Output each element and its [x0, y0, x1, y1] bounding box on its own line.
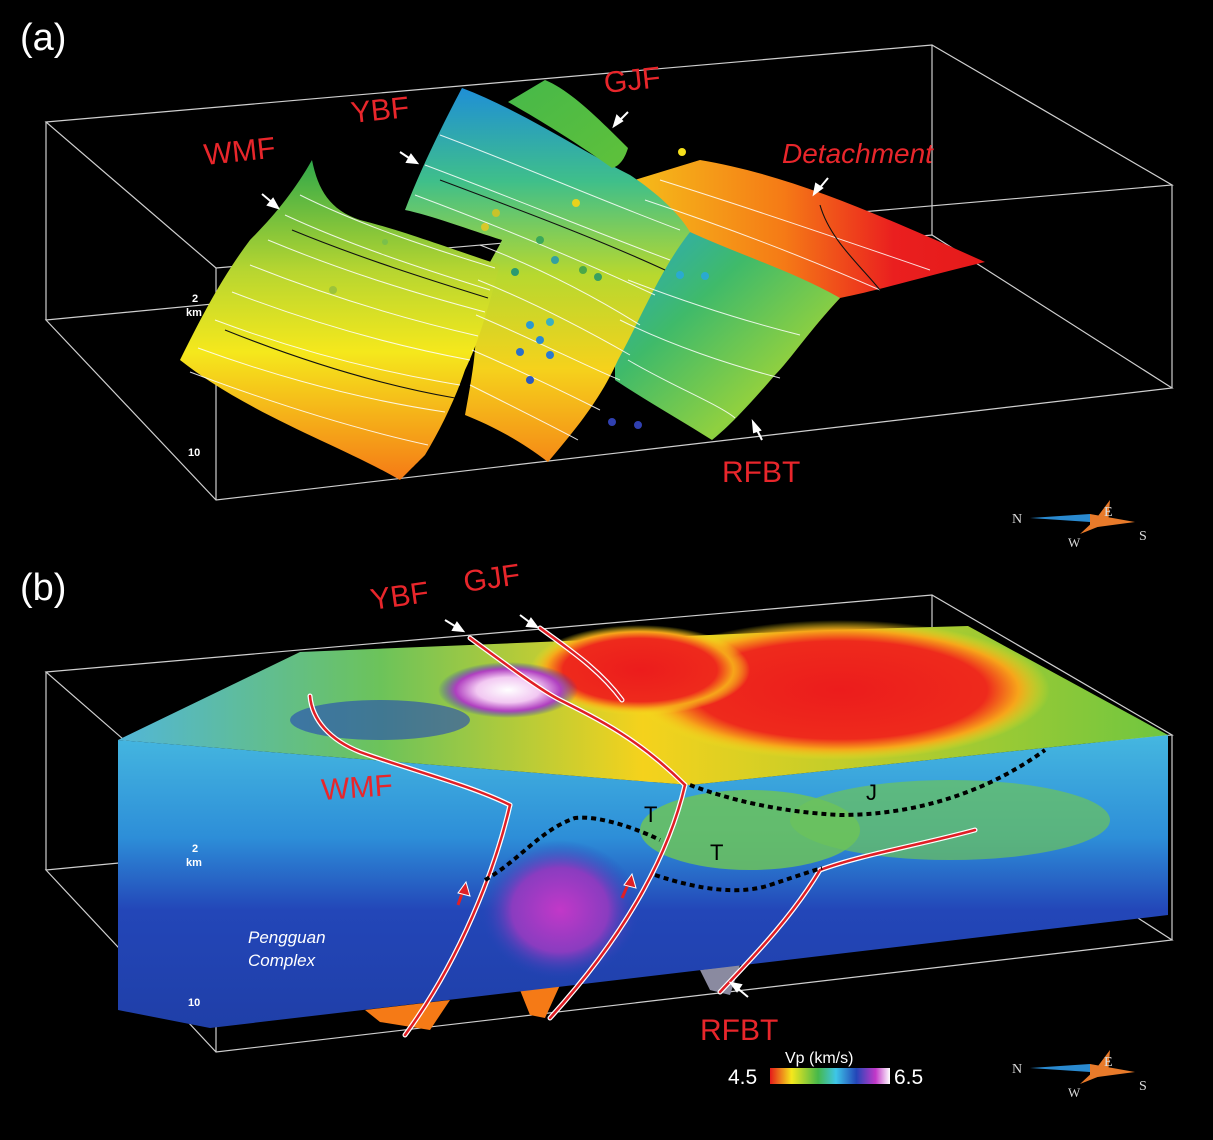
depth-tick-b-2: 2: [192, 843, 198, 855]
panel-a-label: (a): [20, 17, 66, 59]
compass-e: E: [1104, 505, 1113, 520]
depth-tick-2: 2: [192, 293, 198, 305]
label-rfbt: RFBT: [722, 456, 800, 489]
horizon-label-j: J: [866, 780, 877, 805]
index-contours: [224, 179, 881, 399]
ybf-surface: [405, 88, 690, 462]
panel-a: (a): [20, 17, 1174, 550]
depth-tick-10: 10: [188, 447, 200, 459]
earthquake-hypocenters: [329, 148, 709, 429]
label-b-ybf: YBF: [368, 576, 430, 617]
unit-label-pengguan: Pengguan: [248, 928, 326, 947]
pointer-arrows-a: [261, 111, 829, 441]
label-b-wmf: WMF: [320, 769, 394, 807]
fault-surface-peek-1: [365, 1000, 450, 1030]
rfbt-surface: [615, 232, 840, 440]
red-anomaly-2: [530, 625, 750, 715]
colorbar-title: Vp (km/s): [785, 1050, 853, 1067]
horizon-lines: [484, 748, 1047, 893]
green-anomaly-front-2: [790, 780, 1110, 860]
contour-lines: [189, 134, 931, 446]
label-wmf: WMF: [202, 132, 277, 172]
high-velocity-white-anomaly: [438, 662, 578, 718]
depth-tick-unit: km: [186, 307, 202, 319]
label-ybf: YBF: [349, 91, 410, 130]
horizon-label-t2: T: [710, 840, 723, 865]
label-b-rfbt: RFBT: [700, 1014, 778, 1047]
colorbar-min: 4.5: [728, 1066, 757, 1089]
compass-b-e: E: [1104, 1055, 1113, 1070]
panel-b: (b): [20, 558, 1174, 1100]
compass-a: N E S W: [1012, 500, 1147, 550]
depth-tick-b-unit: km: [186, 857, 202, 869]
compass-b-n: N: [1012, 1062, 1022, 1077]
compass-b-w: W: [1068, 1085, 1081, 1100]
compass-n: N: [1012, 512, 1022, 527]
compass-b: N E S W: [1012, 1050, 1147, 1100]
label-gjf: GJF: [602, 61, 662, 100]
compass-s: S: [1139, 529, 1147, 544]
label-b-gjf: GJF: [461, 558, 522, 599]
gjf-surface: [508, 80, 628, 168]
label-detachment: Detachment: [782, 138, 934, 169]
wmf-surface: [180, 160, 500, 480]
compass-b-s: S: [1139, 1079, 1147, 1094]
compass-w: W: [1068, 535, 1081, 550]
thrust-arrows: [456, 872, 637, 906]
depth-tick-b-10: 10: [188, 997, 200, 1009]
pointer-arrows-b: [444, 614, 749, 998]
fault-surface-peek-3: [700, 965, 740, 995]
colorbar-max: 6.5: [894, 1066, 923, 1089]
colorbar-ramp: [770, 1068, 890, 1084]
horizon-label-t1: T: [644, 802, 657, 827]
panel-b-label: (b): [20, 567, 66, 609]
blue-anomaly: [290, 700, 470, 740]
velocity-colorbar: Vp (km/s) 4.5 6.5: [728, 1050, 923, 1089]
purple-anomaly-front: [480, 840, 640, 980]
fault-surface-peek-2: [520, 985, 560, 1018]
unit-label-complex: Complex: [248, 951, 316, 970]
fault-traces: [307, 625, 978, 1038]
